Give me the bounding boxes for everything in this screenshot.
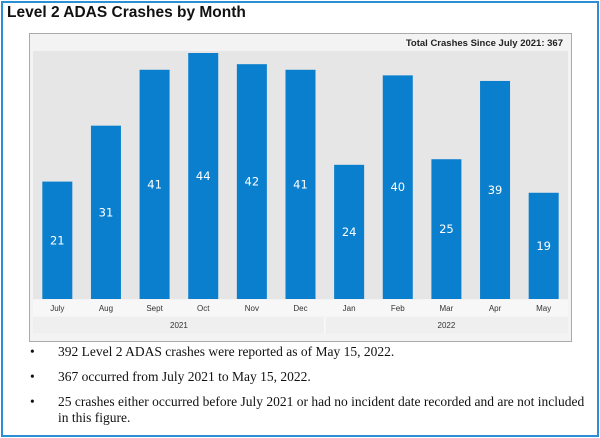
data-label: 41 xyxy=(293,177,308,191)
year-label: 2022 xyxy=(438,321,456,330)
month-axis xyxy=(33,300,568,316)
bar-mar xyxy=(431,159,462,299)
x-tick-label: Jan xyxy=(343,304,356,313)
data-label: 21 xyxy=(50,233,65,247)
bar-oct xyxy=(188,53,219,299)
bar-jan xyxy=(334,164,365,299)
bar-feb xyxy=(382,75,413,299)
data-label: 41 xyxy=(147,177,162,191)
data-label: 24 xyxy=(342,225,357,239)
year-label: 2021 xyxy=(170,321,188,330)
bullet-list: • 392 Level 2 ADAS crashes were reported … xyxy=(28,344,588,435)
x-tick-label: Feb xyxy=(391,304,405,313)
bar-may xyxy=(528,192,559,299)
year-axis xyxy=(33,317,568,333)
x-tick-label: Oct xyxy=(197,304,210,313)
bar-dec xyxy=(285,69,316,299)
bar-chart: 21 July 31 Aug 41 Sept 44 Oct 42 Nov 41 Dec 24 Jan 40 F… xyxy=(33,51,568,333)
bullet-item: • 367 occurred from July 2021 to May 15, … xyxy=(30,369,311,384)
x-tick-label: Dec xyxy=(293,304,307,313)
x-tick-label: Sept xyxy=(146,304,163,313)
chart-box: 21 July 31 Aug 41 Sept 44 Oct 42 Nov 41 Dec 24 Jan 40 F… xyxy=(29,33,572,342)
bar-sept xyxy=(139,69,170,299)
bar-july xyxy=(42,181,73,299)
data-label: 40 xyxy=(390,180,405,194)
data-label: 39 xyxy=(488,183,503,197)
data-label: 44 xyxy=(196,169,211,183)
x-tick-label: Apr xyxy=(489,304,502,313)
x-tick-label: Nov xyxy=(245,304,259,313)
bar-apr xyxy=(480,80,511,299)
chart-title: Level 2 ADAS Crashes by Month xyxy=(7,4,246,21)
data-label: 42 xyxy=(245,175,260,189)
x-tick-label: May xyxy=(536,304,551,313)
data-label: 25 xyxy=(439,222,454,236)
bullet-item: • 25 crashes either occurred before July … xyxy=(30,394,585,425)
bullet-item: • 392 Level 2 ADAS crashes were reported … xyxy=(30,344,395,359)
total-annotation: Total Crashes Since July 2021: 367 xyxy=(405,38,563,49)
x-tick-label: Aug xyxy=(99,304,113,313)
data-label: 31 xyxy=(99,205,114,219)
data-label: 19 xyxy=(536,239,551,253)
bar-aug xyxy=(90,125,121,299)
x-tick-label: Mar xyxy=(440,304,454,313)
x-tick-label: July xyxy=(50,304,64,313)
bar-nov xyxy=(236,64,267,299)
